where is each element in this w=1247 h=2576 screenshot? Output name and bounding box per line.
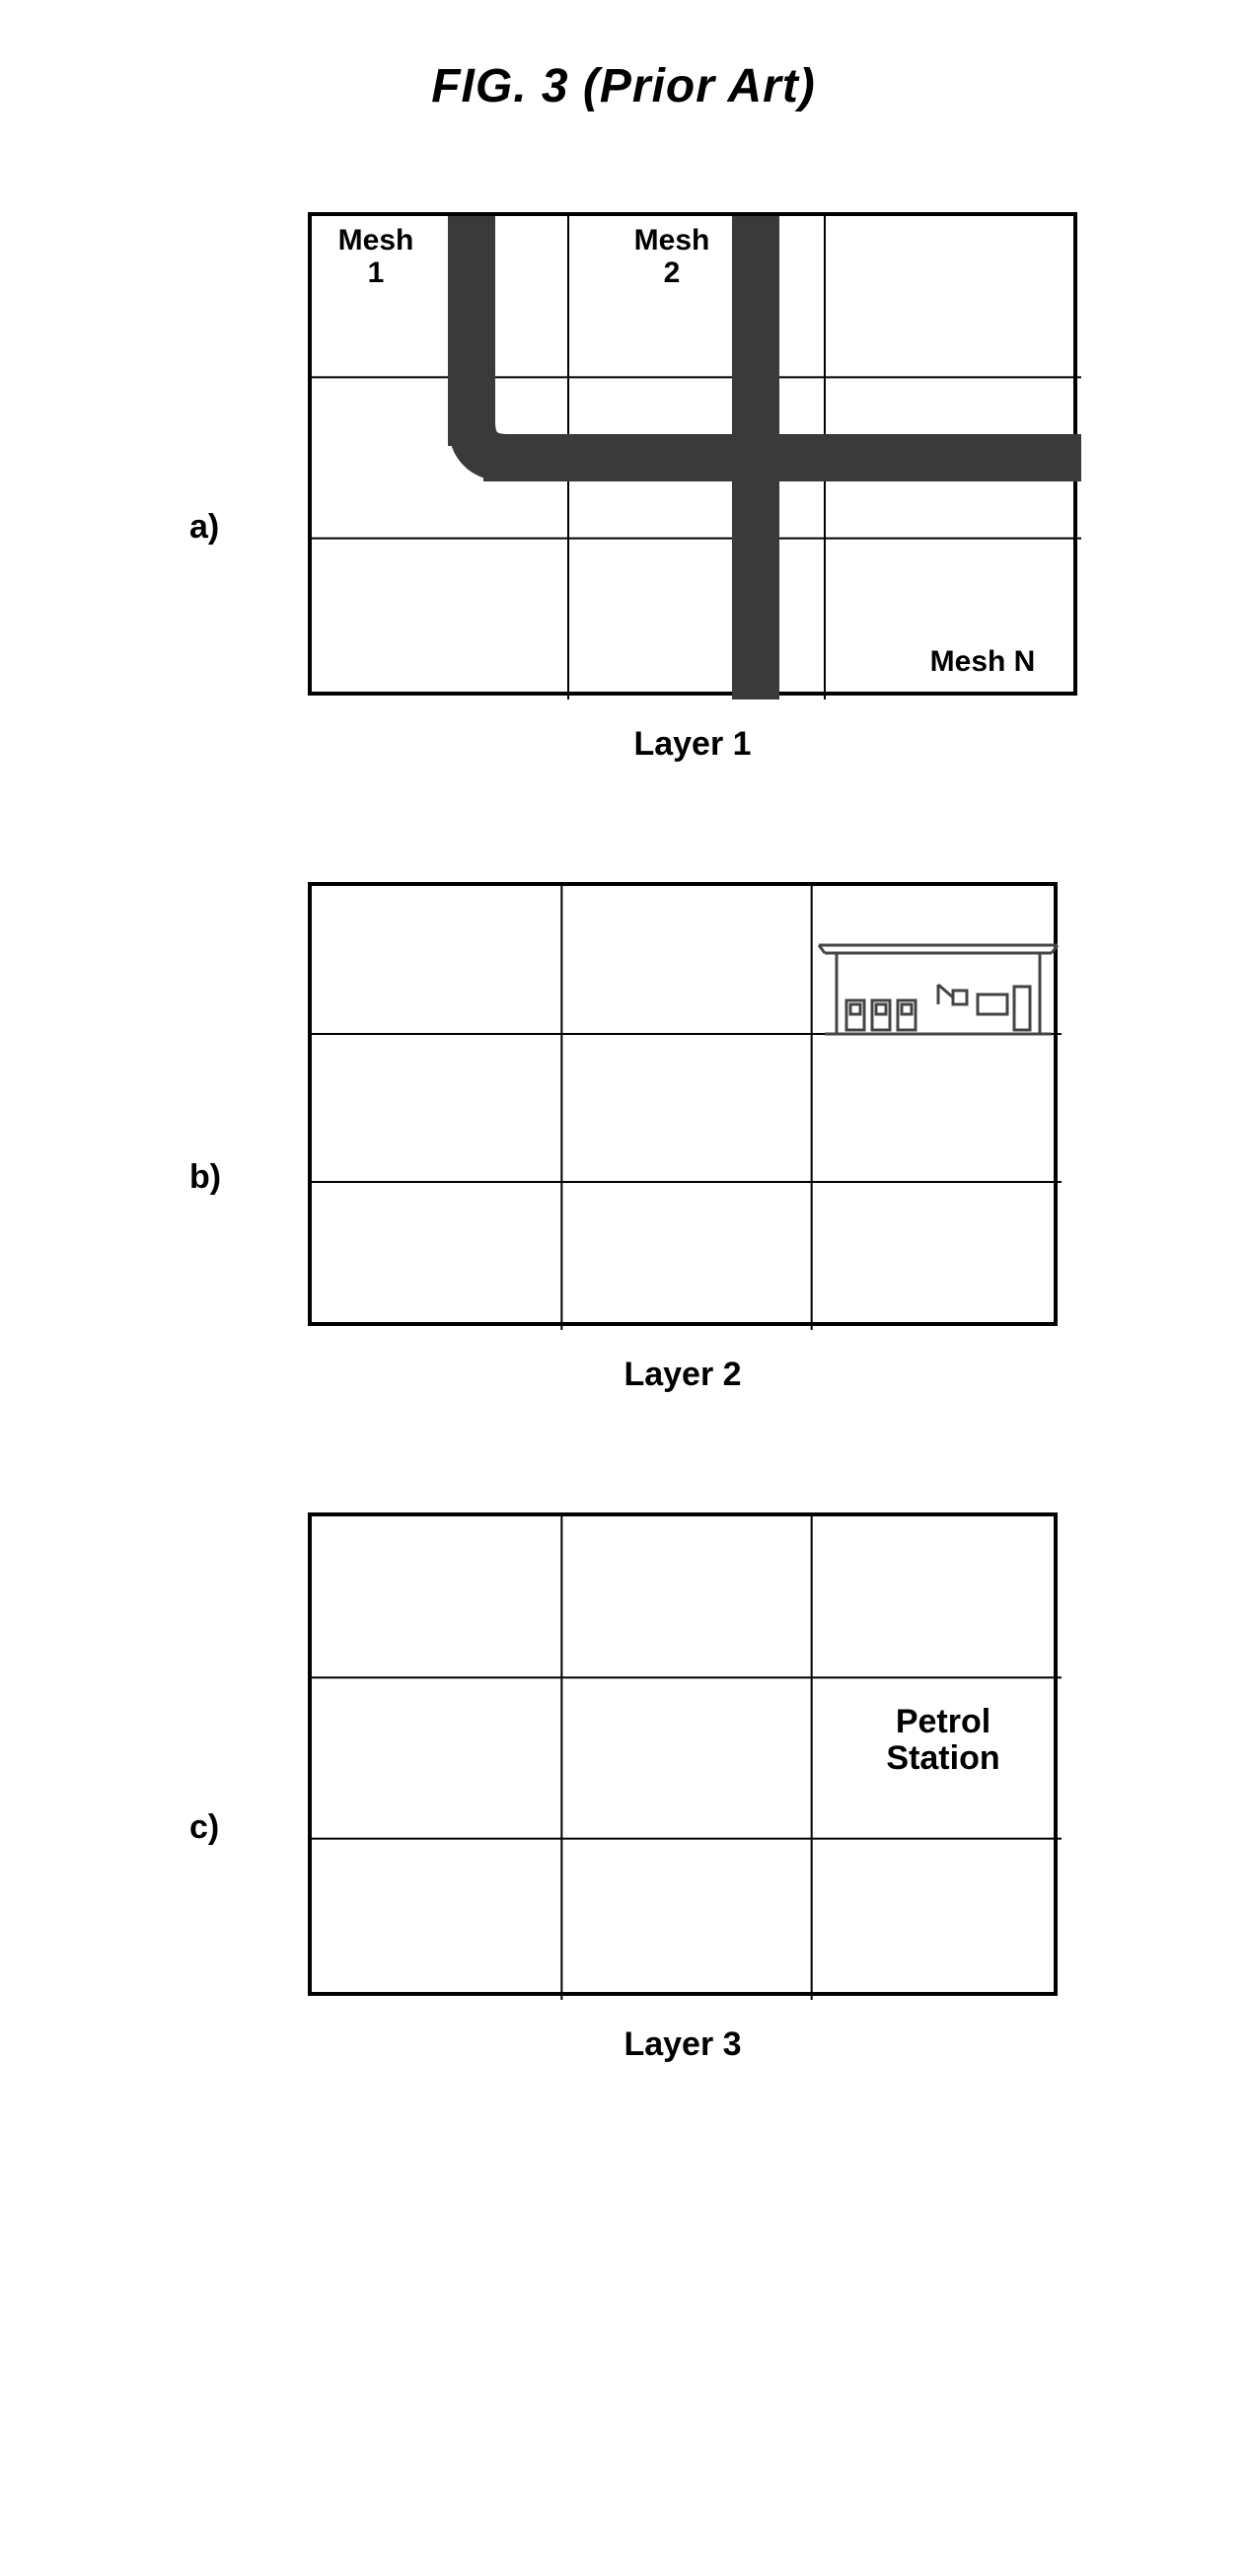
- layer2-label: Layer 2: [308, 1356, 1058, 1394]
- panel-c: c) PetrolStation Layer 3: [170, 1512, 1077, 2143]
- grid-c: PetrolStation: [308, 1512, 1058, 1996]
- grid-b: [308, 882, 1058, 1326]
- layer1-label: Layer 1: [308, 725, 1077, 764]
- panel-a: a) Mesh1 Mesh2 Mesh N Layer 1: [170, 212, 1077, 843]
- panel-b-grid-wrap: Layer 2: [308, 882, 1058, 1473]
- mesh-label-2: Mesh N: [894, 645, 1071, 678]
- panel-b: b) Layer 2: [170, 882, 1077, 1473]
- grid-a: Mesh1 Mesh2 Mesh N: [308, 212, 1077, 696]
- figure-title: FIG. 3 (Prior Art): [39, 59, 1208, 113]
- panel-c-grid-wrap: PetrolStation Layer 3: [308, 1512, 1058, 2143]
- panel-a-grid-wrap: Mesh1 Mesh2 Mesh N Layer 1: [308, 212, 1077, 843]
- panel-a-letter: a): [170, 508, 308, 547]
- mesh-label-0: Mesh1: [322, 224, 430, 289]
- panel-b-letter: b): [170, 1158, 308, 1197]
- panel-c-letter: c): [170, 1808, 308, 1847]
- petrol-station-label: PetrolStation: [844, 1704, 1042, 1778]
- mesh-label-1: Mesh2: [618, 224, 726, 289]
- layer3-label: Layer 3: [308, 2025, 1058, 2064]
